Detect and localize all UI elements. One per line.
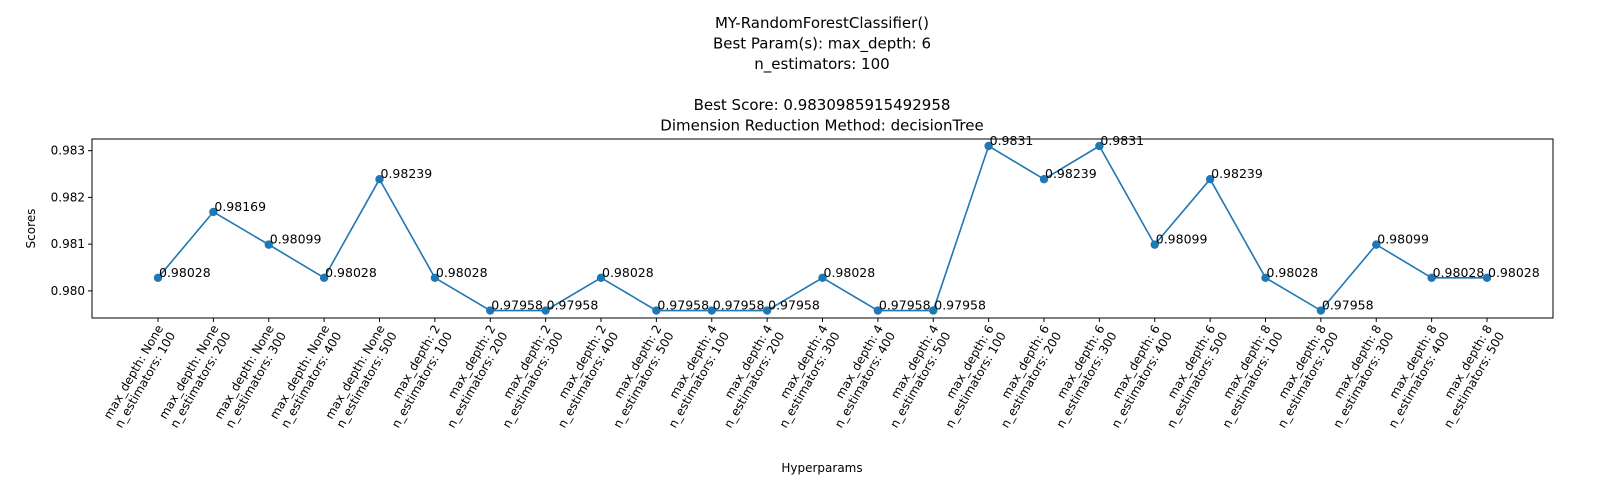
data-label: 0.97958 <box>1322 298 1374 313</box>
data-point <box>762 306 772 315</box>
data-point <box>1261 273 1270 283</box>
data-point <box>984 141 993 151</box>
data-label: 0.98239 <box>1211 166 1263 181</box>
data-label: 0.9831 <box>990 133 1034 148</box>
data-point <box>1039 174 1049 184</box>
data-point <box>1372 240 1381 249</box>
y-axis: 0.980 0.981 0.982 0.983 <box>51 144 92 298</box>
chart-title-line: MY-RandomForestClassifier() <box>715 14 929 32</box>
y-tick-label: 0.983 <box>51 144 85 158</box>
data-label: 0.97958 <box>879 298 931 313</box>
data-point <box>1482 273 1492 283</box>
data-point <box>1316 306 1326 315</box>
data-point <box>153 273 163 283</box>
data-label: 0.98239 <box>1045 166 1097 181</box>
data-label: 0.98099 <box>1377 232 1429 247</box>
data-point <box>319 273 329 283</box>
data-label: 0.98028 <box>436 265 488 280</box>
data-point <box>707 306 716 315</box>
data-label: 0.97958 <box>657 298 709 313</box>
data-point <box>1205 174 1215 184</box>
data-label: 0.98028 <box>325 265 377 280</box>
data-point <box>375 174 384 184</box>
data-label: 0.97958 <box>713 298 765 313</box>
chart-title: MY-RandomForestClassifier() Best Param(s)… <box>660 14 983 135</box>
chart-title-line: Best Param(s): max_depth: 6 <box>713 35 931 54</box>
data-labels: 0.98028 0.98169 0.98099 0.98028 0.98239 0.980… <box>159 133 1540 313</box>
series-line <box>157 144 1487 312</box>
data-point <box>264 240 273 249</box>
data-label: 0.98028 <box>1267 265 1319 280</box>
data-label: 0.98239 <box>381 166 433 181</box>
y-axis-label: Scores <box>24 209 38 249</box>
data-point <box>873 306 883 315</box>
data-point <box>1427 273 1436 283</box>
data-label: 0.98099 <box>270 232 322 247</box>
data-label: 0.97958 <box>491 298 543 313</box>
data-label: 0.98028 <box>824 265 876 280</box>
data-point <box>818 273 827 283</box>
data-point <box>1095 141 1104 151</box>
y-tick-label: 0.982 <box>51 190 85 204</box>
data-label: 0.98028 <box>1488 265 1540 280</box>
data-point <box>1150 240 1159 249</box>
data-point <box>652 306 661 315</box>
data-label: 0.97958 <box>768 298 820 313</box>
chart-title-line: Dimension Reduction Method: decisionTree <box>660 117 983 135</box>
data-point <box>541 306 550 315</box>
x-axis-label: Hyperparams <box>781 461 862 475</box>
data-point <box>486 306 495 315</box>
y-tick-label: 0.980 <box>51 284 85 298</box>
data-point <box>929 306 938 315</box>
data-label: 0.97958 <box>934 298 986 313</box>
series-scores <box>153 141 1492 315</box>
y-tick-label: 0.981 <box>51 237 85 251</box>
plot-area-frame <box>91 138 1554 319</box>
data-label: 0.98028 <box>1433 265 1485 280</box>
chart-title-line: Best Score: 0.9830985915492958 <box>694 96 951 114</box>
data-label: 0.98028 <box>602 265 654 280</box>
data-point <box>209 207 218 217</box>
data-label: 0.9831 <box>1100 133 1144 148</box>
data-point <box>596 273 606 283</box>
data-label: 0.97958 <box>547 298 599 313</box>
data-label: 0.98028 <box>159 265 211 280</box>
data-point <box>430 273 440 283</box>
chart-title-line: n_estimators: 100 <box>754 55 889 74</box>
data-label: 0.98099 <box>1156 232 1208 247</box>
data-label: 0.98169 <box>214 199 266 214</box>
